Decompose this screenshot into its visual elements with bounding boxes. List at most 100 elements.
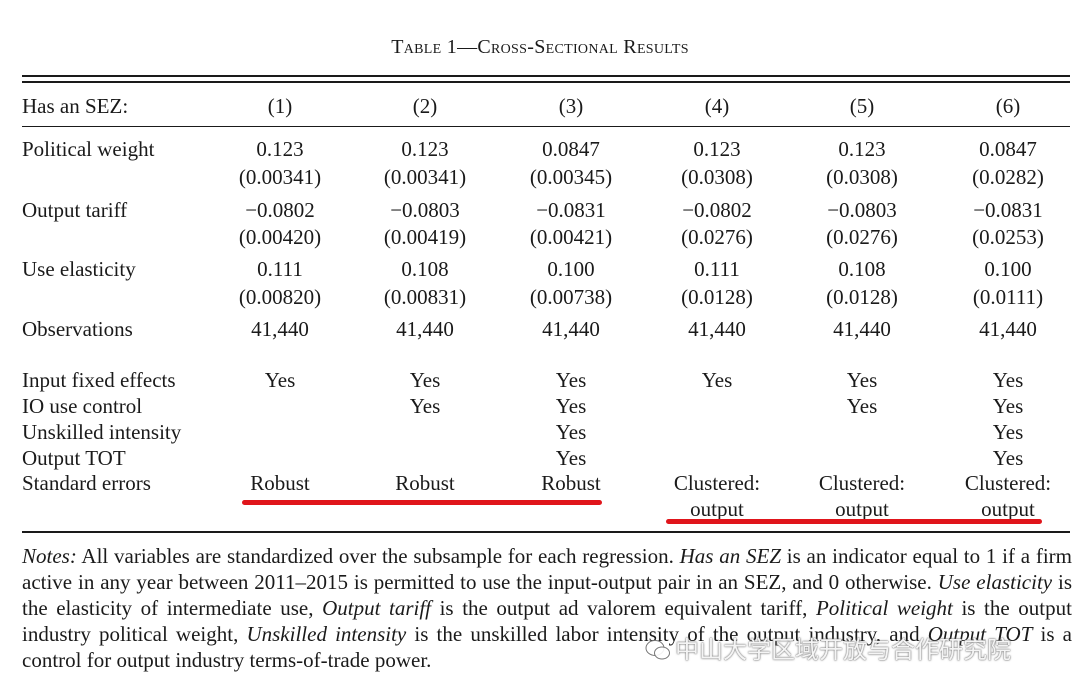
notes-text: is an indicator equal to 1 if a firm act… [22,544,1072,594]
observation-count: 41,440 [833,317,891,341]
row-label: Output TOT [22,446,126,470]
column-header: (4) [704,94,730,118]
observation-count: 41,440 [688,317,746,341]
notes-term: Political weight [815,596,953,620]
coefficient: 0.108 [401,257,449,281]
standard-error: (0.0276) [681,225,753,249]
coefficient: 0.0847 [542,137,600,161]
row-label: IO use control [22,394,143,418]
observation-count: 41,440 [251,317,309,341]
notes-text: All variables are standardized over the … [76,544,680,568]
top-rule-2 [22,81,1070,83]
standard-error: (0.00420) [238,225,322,249]
control-value: Yes [992,420,1024,444]
control-value: Yes [409,394,441,418]
row-label: Use elasticity [22,257,136,281]
standard-error: (0.0111) [972,285,1044,309]
standard-error: (0.00738) [529,285,613,309]
notes-text: is the unskilled labor intensity of the … [406,622,928,646]
control-row: IO use control Yes Yes Yes Yes [22,393,1070,419]
header-label: Has an SEZ: [22,94,129,118]
standard-error: (0.00419) [383,225,467,249]
control-row: Standard errors Robust Robust Robust Clu… [22,470,1070,496]
header-rule [22,126,1070,127]
standard-error-type: output [835,497,889,521]
standard-error-type: output [981,497,1035,521]
control-value: Yes [992,368,1024,392]
standard-error: (0.00820) [238,285,322,309]
watermark: 中山大学区域开放与合作研究院 [645,636,1011,664]
coefficient: 0.100 [547,257,595,281]
row-label: Observations [22,317,133,341]
table-notes: Notes: All variables are standardized ov… [22,543,1072,673]
observation-count: 41,440 [542,317,600,341]
standard-error: (0.0282) [972,165,1044,189]
notes-text: is the elasticity of intermediate use, [22,570,1073,620]
standard-error-type: Clustered: [818,471,906,495]
standard-error-type: Robust [395,471,455,495]
standard-error-type: Robust [541,471,601,495]
notes-term: Use elasticity [937,570,1053,594]
row-label: Unskilled intensity [22,420,182,444]
notes-term: Output TOT [927,622,1033,646]
coefficient: 0.111 [694,257,740,281]
coefficient: 0.123 [693,137,741,161]
control-row: Unskilled intensity Yes Yes [22,419,1070,445]
coefficient: 0.0847 [979,137,1037,161]
standard-error: (0.0276) [826,225,898,249]
standard-error: (0.0308) [681,165,753,189]
control-value: Yes [264,368,296,392]
observation-count: 41,440 [396,317,454,341]
table-row: Output tariff −0.0802 −0.0803 −0.0831 −0… [22,197,1070,223]
column-header: (3) [558,94,584,118]
standard-error: (0.00421) [529,225,613,249]
coefficient: −0.0831 [536,198,606,222]
row-label: Standard errors [22,471,151,495]
row-label: Output tariff [22,198,128,222]
clustered-underline [666,519,1042,524]
notes-term: Unskilled intensity [246,622,407,646]
notes-term: Has an SEZ [679,544,782,568]
row-label: Input fixed effects [22,368,176,392]
coefficient: −0.0803 [390,198,460,222]
standard-error-type: Clustered: [673,471,761,495]
control-value: Yes [555,446,587,470]
table-row-se: (0.00420) (0.00419) (0.00421) (0.0276) (… [22,224,1070,250]
column-header: (1) [267,94,293,118]
notes-text: is the output ad valorem equivalent tari… [431,596,816,620]
notes-term: Output tariff [322,596,432,620]
notes-text: is a control for output industry terms-o… [22,622,1072,672]
coefficient: −0.0831 [973,198,1043,222]
coefficient: 0.123 [838,137,886,161]
coefficient: 0.123 [401,137,449,161]
standard-error: (0.00831) [383,285,467,309]
standard-error: (0.00345) [529,165,613,189]
coefficient: 0.123 [256,137,304,161]
control-row-cont: output output output [22,496,1070,522]
control-value: Yes [846,394,878,418]
standard-error-type: Robust [250,471,310,495]
bottom-rule [22,531,1070,533]
control-value: Yes [846,368,878,392]
coefficient: −0.0803 [827,198,897,222]
watermark-text: 中山大学区域开放与合作研究院 [675,636,1011,664]
standard-error: (0.0128) [681,285,753,309]
standard-error-type: Clustered: [964,471,1052,495]
coefficient: 0.100 [984,257,1032,281]
standard-error: (0.00341) [238,165,322,189]
column-header: (2) [412,94,438,118]
column-header: (6) [995,94,1021,118]
table-header: Has an SEZ: (1) (2) (3) (4) (5) (6) [22,93,1070,119]
top-rule-1 [22,75,1070,77]
standard-error: (0.0128) [826,285,898,309]
coefficient: 0.108 [838,257,886,281]
table-row: Use elasticity 0.111 0.108 0.100 0.111 0… [22,256,1070,282]
control-value: Yes [555,394,587,418]
standard-error: (0.0253) [972,225,1044,249]
table-row-se: (0.00820) (0.00831) (0.00738) (0.0128) (… [22,284,1070,310]
coefficient: −0.0802 [245,198,315,222]
wechat-icon [645,639,671,661]
table-row: Political weight 0.123 0.123 0.0847 0.12… [22,136,1070,162]
control-row: Input fixed effects Yes Yes Yes Yes Yes … [22,367,1070,393]
standard-error-type: output [690,497,744,521]
